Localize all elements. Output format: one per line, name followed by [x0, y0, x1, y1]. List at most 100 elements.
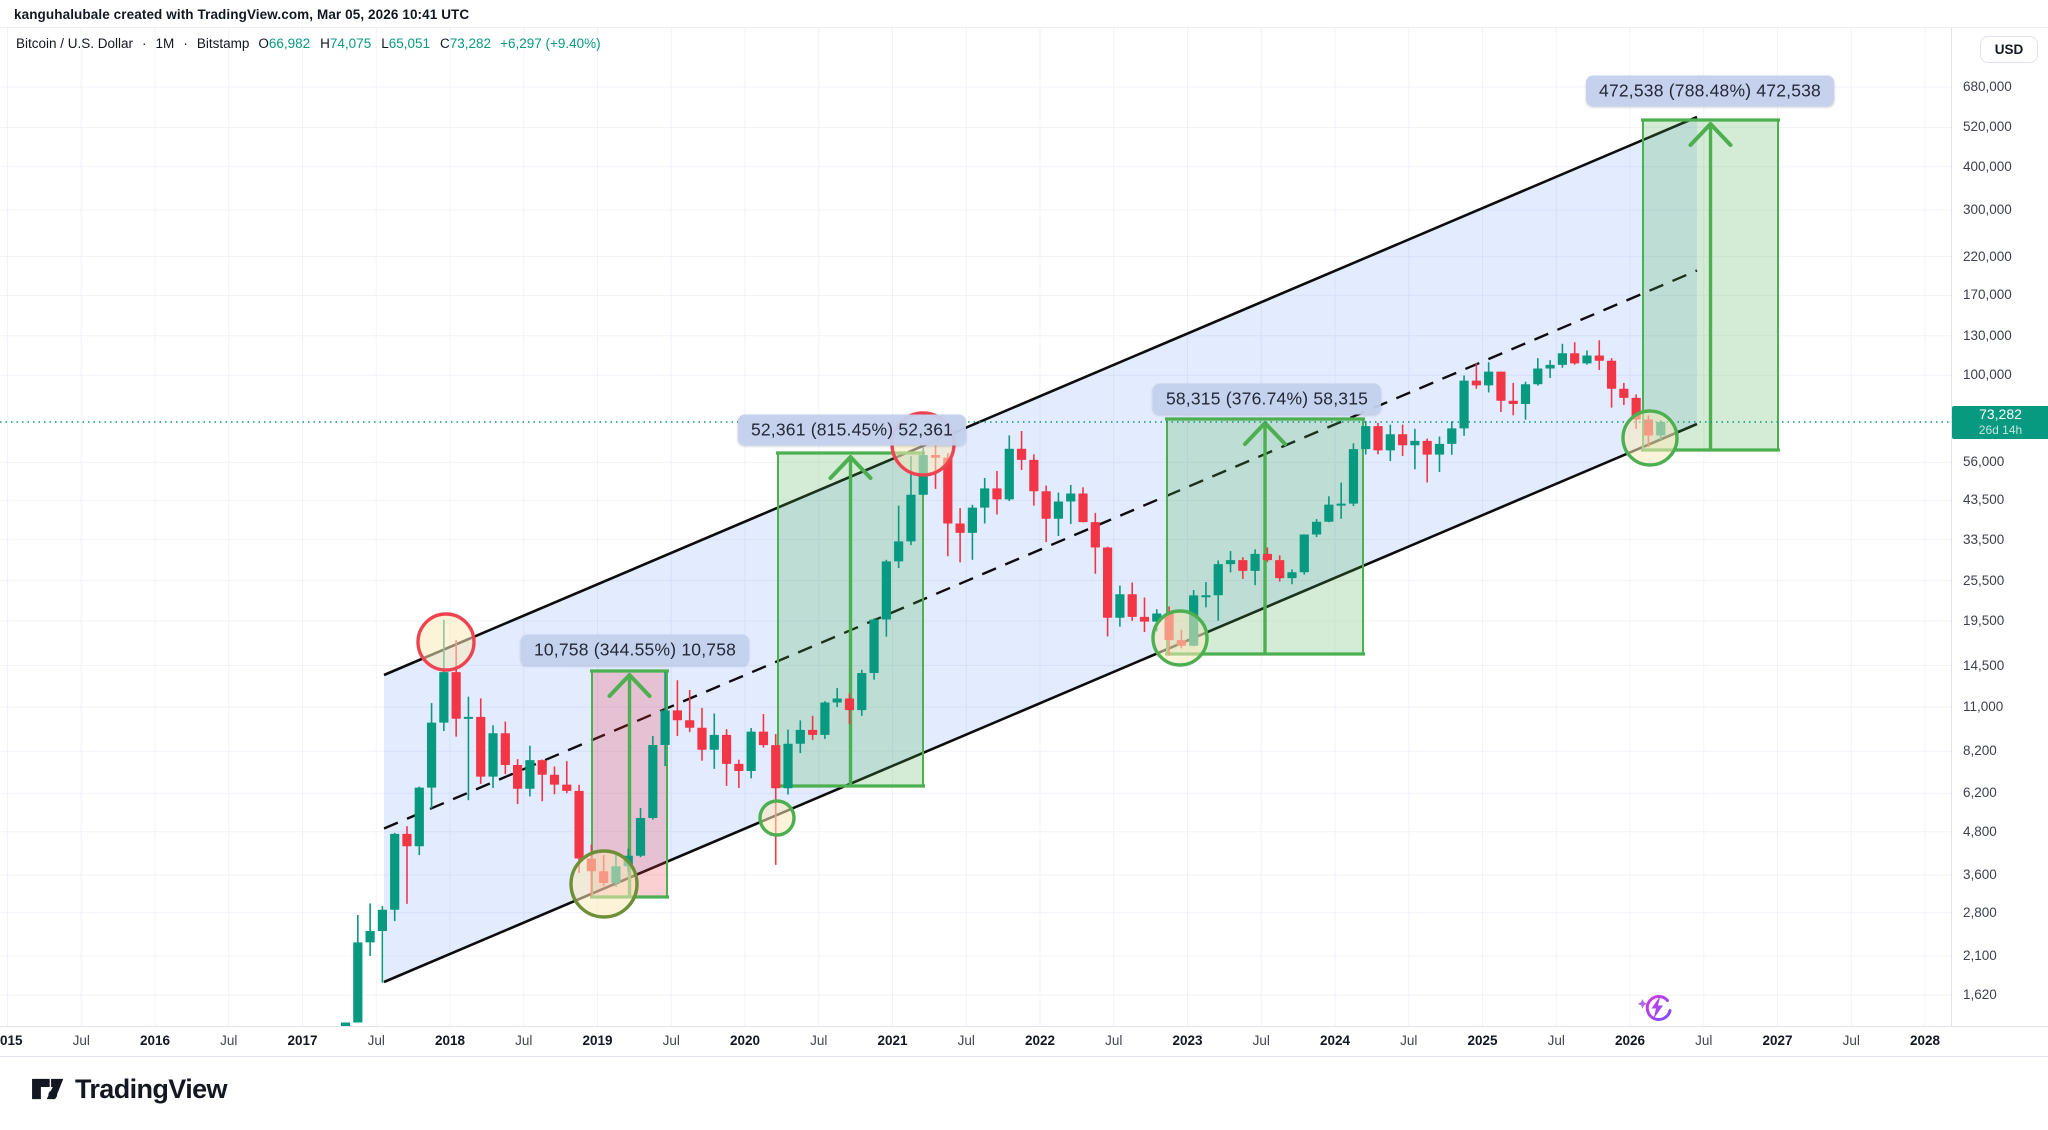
current-price-value: 73,282: [1979, 406, 2022, 422]
pivot-circle-green[interactable]: [1151, 609, 1209, 667]
measurement-callout[interactable]: 52,361 (815.45%) 52,361: [737, 414, 967, 446]
candle-body: [1570, 353, 1580, 364]
time-axis[interactable]: 2015 Jul 2016 Jul 2017 Jul 2018 Jul 2019 Jul 2020 J…: [0, 1026, 2048, 1057]
symbol-title[interactable]: Bitcoin / U.S. Dollar: [16, 36, 134, 51]
candle-body: [672, 710, 683, 721]
attribution-bar: kanguhalubale created with TradingView.c…: [0, 0, 2048, 28]
attribution-text: kanguhalubale created with TradingView.c…: [14, 7, 470, 22]
measurement-callout[interactable]: 472,538 (788.48%) 472,538: [1586, 75, 1834, 107]
candle-body: [1471, 380, 1481, 386]
candle-body: [1324, 504, 1334, 522]
candle-body: [1434, 443, 1445, 455]
range-arrow-head: [607, 673, 652, 698]
time-tick-month: Jul: [367, 1033, 385, 1048]
price-tick-label: 43,500: [1963, 492, 2005, 508]
pivot-circle-green[interactable]: [1621, 409, 1679, 467]
exchange-label[interactable]: Bitstamp: [196, 36, 250, 51]
candle-body: [685, 720, 695, 728]
candle-body: [402, 833, 412, 847]
candle-body: [1213, 564, 1223, 596]
candle-body: [1078, 493, 1088, 523]
price-tick-label: 3,600: [1963, 867, 1997, 883]
price-tick-label: 300,000: [1963, 202, 2012, 218]
time-tick-month: Jul: [957, 1033, 975, 1048]
pivot-circle-red[interactable]: [416, 612, 476, 672]
candle-body: [353, 942, 363, 1023]
supercharged-lightning-icon[interactable]: [1636, 990, 1674, 1031]
candle-body: [881, 561, 891, 620]
candle-body: [808, 729, 818, 735]
time-tick-year: 2027: [1762, 1033, 1793, 1048]
chart-legend[interactable]: Bitcoin / U.S. Dollar · 1M · Bitstamp O6…: [16, 36, 601, 51]
measurement-callout[interactable]: 10,758 (344.55%) 10,758: [520, 634, 750, 666]
candle-body: [426, 722, 437, 788]
price-tick-label: 4,800: [1963, 823, 1997, 839]
price-tick-label: 680,000: [1963, 78, 2012, 94]
candle-body: [1029, 459, 1039, 492]
candle-body: [992, 488, 1002, 500]
time-tick-year: 2019: [582, 1033, 613, 1048]
channel-mid-dashed-line[interactable]: [383, 269, 1698, 830]
range-arrow-head: [1243, 421, 1287, 446]
candle-body: [549, 774, 560, 785]
time-tick-year: 2026: [1614, 1033, 1646, 1048]
candle-body: [1127, 594, 1137, 617]
time-tick-month: Jul: [1252, 1033, 1270, 1048]
measurement-callout[interactable]: 58,315 (376.74%) 58,315: [1152, 383, 1382, 415]
time-tick-year: 2025: [1467, 1033, 1498, 1048]
candle-body: [365, 931, 375, 943]
currency-toggle-button[interactable]: USD: [1980, 36, 2038, 63]
candle-body: [906, 494, 916, 542]
candle-body: [463, 716, 474, 719]
time-tick-year: 2018: [434, 1033, 466, 1048]
candle-body: [525, 760, 535, 789]
candle-body: [857, 672, 867, 711]
candle-body: [1275, 560, 1285, 579]
time-tick-year: 2017: [287, 1033, 318, 1048]
time-tick-month: Jul: [810, 1033, 828, 1048]
time-tick-month: Jul: [1547, 1033, 1565, 1048]
candle-body: [1053, 501, 1064, 519]
candle-body: [1348, 449, 1359, 504]
price-tick-label: 520,000: [1963, 119, 2012, 135]
time-tick-month: Jul: [1400, 1033, 1418, 1048]
tradingview-logo[interactable]: TradingView: [28, 1070, 228, 1108]
interval-label[interactable]: 1M: [155, 36, 175, 51]
bar-close-countdown: 26d 14h: [1978, 423, 2023, 437]
candle-body: [476, 716, 486, 777]
pivot-circle-green[interactable]: [758, 799, 796, 837]
time-tick-month: Jul: [515, 1033, 533, 1048]
candle-body: [1115, 594, 1125, 618]
chart-pane[interactable]: Bitcoin / U.S. Dollar · 1M · Bitstamp O6…: [0, 28, 1951, 1026]
price-tick-label: 14,500: [1963, 657, 2005, 673]
change-value: +6,297 (+9.40%): [500, 36, 601, 51]
channel-upper-line[interactable]: [383, 115, 1698, 677]
price-tick-label: 170,000: [1963, 287, 2012, 303]
candle-body: [1250, 553, 1260, 571]
candle-body: [1398, 434, 1408, 446]
candle-body: [1410, 440, 1420, 446]
candle-body: [1311, 521, 1322, 535]
price-tick-label: 2,100: [1963, 948, 1997, 964]
time-tick-year: 2020: [729, 1033, 761, 1048]
pivot-circle-olive[interactable]: [569, 849, 639, 919]
candle-body: [1496, 371, 1506, 401]
candle-body: [795, 729, 805, 744]
price-tick-label: 56,000: [1963, 454, 2005, 470]
candle-body: [721, 734, 732, 764]
price-axis[interactable]: USD 680,000 520,000 400,000 300,000 220,000 1…: [1951, 28, 2048, 1026]
candle-body: [513, 764, 523, 789]
time-tick-month: Jul: [1105, 1033, 1123, 1048]
candle-body: [1619, 388, 1629, 398]
price-tick-label: 33,500: [1963, 531, 2005, 547]
candle-body: [1582, 355, 1592, 364]
candle-body: [1508, 400, 1518, 405]
time-tick-year: 2023: [1172, 1033, 1203, 1048]
time-tick-month: Jul: [72, 1033, 90, 1048]
candle-body: [648, 745, 658, 819]
ohlc-values: O66,982 H74,075 L65,051 C73,282: [258, 36, 491, 51]
candle-body: [771, 745, 781, 789]
price-tick-label: 2,800: [1963, 904, 1997, 920]
time-tick-year: 2016: [139, 1033, 171, 1048]
candle-body: [1545, 364, 1555, 369]
